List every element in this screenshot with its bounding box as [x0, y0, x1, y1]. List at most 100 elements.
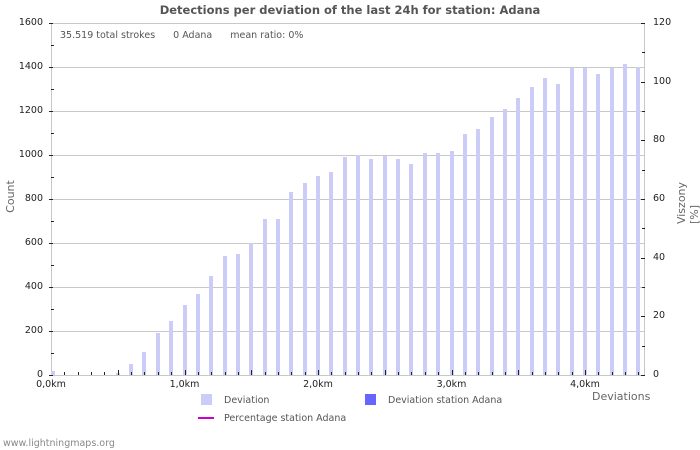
y-right-tick-mark	[641, 375, 645, 376]
legend-deviation: Deviation	[224, 395, 270, 406]
y-right-tick-label: 100	[653, 75, 672, 87]
y-tick-mark	[49, 155, 53, 156]
x-tick-mark	[64, 372, 66, 375]
x-tick-label: 1,0km	[169, 379, 200, 390]
x-tick-mark	[211, 372, 213, 375]
mean-ratio: mean ratio: 0%	[230, 30, 304, 41]
y-minor-tick	[51, 177, 54, 178]
x-tick-mark	[131, 372, 133, 375]
gridline	[51, 243, 645, 244]
bar-deviation	[542, 78, 547, 375]
bar-deviation	[249, 243, 254, 375]
x-tick-mark	[251, 370, 253, 375]
x-tick-mark	[531, 372, 533, 375]
y-minor-tick	[51, 221, 54, 222]
y-tick-label: 200	[24, 325, 43, 336]
y-right-tick-label: 40	[653, 251, 666, 263]
y-axis-label-right: Viszony [%]	[675, 181, 700, 225]
bar-deviation	[396, 159, 401, 375]
x-tick-mark	[358, 372, 360, 375]
x-tick-mark	[611, 372, 613, 375]
bar-deviation	[382, 156, 387, 375]
y-tick-label: 1400	[18, 61, 43, 72]
footer-link[interactable]: www.lightningmaps.org	[3, 438, 115, 449]
bar-deviation	[302, 182, 307, 375]
bar-deviation	[516, 97, 521, 375]
legend-swatch-percentage	[198, 417, 214, 419]
bar-deviation	[195, 293, 200, 375]
y-right-minor-tick	[642, 228, 645, 230]
bar-deviation	[275, 218, 280, 375]
y-tick-mark	[49, 331, 53, 332]
x-tick-mark	[77, 372, 79, 375]
y-minor-tick	[51, 133, 54, 134]
bar-deviation	[169, 321, 174, 375]
x-tick-mark	[398, 372, 400, 375]
bar-deviation	[356, 155, 361, 375]
y-right-minor-tick	[642, 111, 645, 112]
legend-swatch-deviation	[201, 394, 212, 405]
gridline	[51, 331, 645, 332]
y-right-tick-mark	[641, 199, 645, 200]
x-tick-mark	[518, 370, 520, 375]
y-tick-label: 1600	[18, 17, 43, 28]
x-tick-mark	[411, 372, 413, 375]
y-minor-tick	[51, 45, 54, 46]
x-tick-mark	[144, 372, 146, 375]
x-tick-mark	[464, 372, 466, 375]
x-tick-mark	[331, 372, 333, 375]
x-tick-mark	[585, 370, 586, 375]
y-right-minor-tick	[642, 345, 645, 347]
y-right-tick-label: 80	[653, 134, 666, 146]
x-tick-mark	[438, 372, 440, 375]
bar-deviation	[422, 152, 427, 375]
x-tick-mark	[224, 372, 226, 375]
x-tick-mark	[117, 370, 119, 375]
x-tick-mark	[104, 372, 106, 375]
x-tick-mark	[264, 372, 266, 375]
total-strokes: 35.519 total strokes	[60, 30, 156, 41]
bar-deviation	[51, 370, 55, 375]
x-tick-mark	[558, 372, 560, 375]
legend-deviation-station: Deviation station Adana	[388, 395, 503, 406]
bar-deviation	[476, 128, 481, 375]
bar-deviation	[342, 157, 347, 375]
bar-deviation	[449, 150, 454, 375]
x-tick-mark	[237, 372, 239, 375]
x-tick-label: 0,0km	[36, 379, 66, 390]
y-tick-label: 0	[36, 369, 43, 380]
y-tick-label: 800	[24, 193, 43, 204]
bar-deviation	[609, 68, 614, 375]
y-right-tick-mark	[641, 140, 645, 142]
y-right-minor-tick	[642, 169, 645, 171]
x-tick-mark	[91, 372, 93, 375]
x-tick-mark	[478, 372, 480, 375]
bar-deviation	[289, 192, 294, 375]
bar-deviation	[529, 86, 534, 375]
y-tick-mark	[49, 243, 53, 244]
station-count: 0 Adana	[173, 30, 213, 41]
gridline	[51, 199, 645, 200]
bar-deviation	[623, 63, 628, 375]
y-tick-mark	[49, 111, 53, 112]
y-minor-tick	[51, 265, 54, 266]
y-tick-mark	[49, 199, 53, 200]
gridline	[51, 111, 645, 112]
bar-deviation	[583, 68, 587, 375]
bar-deviation	[369, 159, 374, 375]
y-tick-label: 1200	[18, 105, 43, 116]
y-tick-label: 1000	[18, 149, 43, 160]
x-tick-mark	[451, 370, 453, 375]
y-right-tick-mark	[641, 81, 645, 83]
x-axis-label: Deviations	[592, 390, 651, 403]
x-tick-mark	[571, 372, 573, 375]
bar-deviation	[569, 68, 574, 375]
bar-deviation	[262, 218, 267, 375]
y-tick-mark	[49, 287, 53, 288]
y-right-tick-label: 60	[653, 193, 666, 204]
y-right-tick-label: 20	[653, 310, 666, 322]
x-tick-mark	[371, 372, 373, 375]
y-minor-tick	[51, 353, 54, 354]
y-tick-label: 600	[24, 237, 43, 248]
